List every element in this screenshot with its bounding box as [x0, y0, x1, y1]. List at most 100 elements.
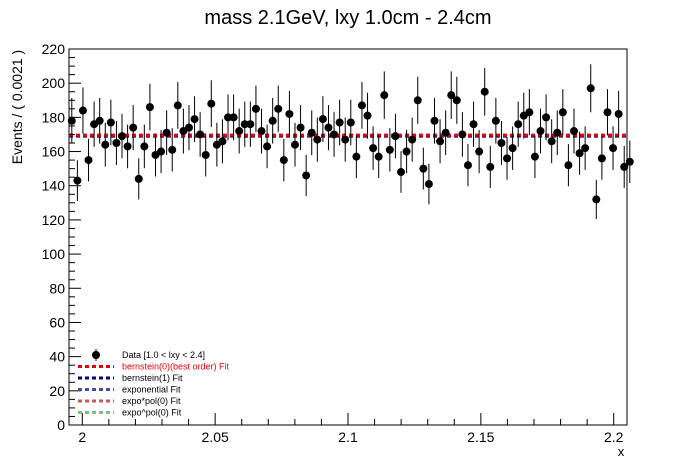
- data-marker: [78, 106, 87, 115]
- data-marker: [196, 130, 205, 139]
- data-marker: [302, 171, 311, 180]
- data-marker: [235, 127, 244, 136]
- data-marker: [547, 137, 556, 146]
- data-point: [285, 90, 294, 138]
- data-marker: [463, 161, 472, 170]
- data-marker: [402, 147, 411, 156]
- data-point: [352, 135, 361, 179]
- data-point: [184, 105, 193, 151]
- data-point: [514, 101, 523, 147]
- x-tick-label: 2.05: [202, 429, 229, 445]
- data-marker: [564, 161, 573, 170]
- data-point: [391, 113, 400, 159]
- data-marker: [134, 174, 143, 183]
- data-point: [123, 124, 132, 169]
- data-point: [609, 126, 618, 170]
- data-marker: [313, 135, 322, 144]
- data-point: [581, 126, 590, 170]
- data-marker: [374, 152, 383, 161]
- data-point: [257, 108, 266, 154]
- data-marker: [240, 120, 249, 129]
- data-point: [357, 82, 366, 129]
- data-point: [263, 124, 272, 169]
- legend-label: expo*pol(0) Fit: [122, 396, 181, 406]
- data-point: [84, 138, 93, 182]
- data-point: [542, 94, 551, 141]
- data-marker: [469, 120, 478, 129]
- data-marker: [413, 96, 422, 105]
- data-point: [592, 179, 601, 220]
- data-point: [397, 151, 406, 193]
- legend-entry: Data [1.0 < lxy < 2.4]: [92, 349, 205, 361]
- legend-entry: expo*pol(0) Fit: [78, 396, 181, 406]
- data-marker: [357, 101, 366, 110]
- data-point: [95, 97, 104, 144]
- data-point: [625, 140, 634, 184]
- data-point: [67, 97, 76, 144]
- data-point: [374, 135, 383, 179]
- data-marker: [475, 147, 484, 156]
- data-point: [380, 71, 389, 119]
- data-point: [112, 121, 121, 165]
- data-point: [463, 144, 472, 187]
- data-marker: [290, 140, 299, 149]
- data-point: [452, 76, 461, 124]
- data-point: [569, 108, 578, 154]
- data-marker: [609, 144, 618, 153]
- data-marker: [168, 145, 177, 154]
- data-marker: [363, 111, 372, 120]
- data-marker: [285, 109, 294, 118]
- data-marker: [620, 162, 629, 171]
- data-marker: [274, 104, 283, 113]
- data-marker: [296, 123, 305, 132]
- data-point: [201, 133, 210, 177]
- data-marker: [184, 123, 193, 132]
- data-point: [290, 122, 299, 167]
- data-point: [620, 145, 629, 188]
- data-marker: [201, 150, 210, 159]
- data-point: [458, 112, 467, 157]
- data-point: [408, 117, 417, 162]
- data-marker: [330, 130, 339, 139]
- data-marker: [346, 118, 355, 127]
- data-marker: [318, 115, 327, 124]
- legend-label: exponential Fit: [122, 385, 181, 395]
- data-point: [330, 112, 339, 157]
- y-axis-label: Events / ( 0.0021 ): [9, 50, 25, 164]
- data-marker: [173, 101, 182, 110]
- data-marker: [525, 108, 534, 117]
- data-point: [413, 76, 422, 124]
- data-point: [491, 97, 500, 144]
- data-marker: [341, 135, 350, 144]
- data-point: [603, 89, 612, 136]
- y-tick-label: 180: [42, 109, 66, 125]
- data-marker: [424, 180, 433, 189]
- data-marker: [224, 113, 233, 122]
- data-marker: [553, 128, 562, 137]
- data-marker: [497, 139, 506, 147]
- y-tick-label: 60: [49, 314, 65, 330]
- data-point: [207, 80, 216, 128]
- data-point: [129, 105, 138, 151]
- data-marker: [625, 157, 634, 166]
- data-marker: [514, 120, 523, 129]
- data-marker: [408, 135, 417, 144]
- y-tick-label: 120: [42, 212, 66, 228]
- data-marker: [279, 156, 288, 165]
- data-point: [508, 126, 517, 170]
- legend-label: bernstein(0)(best order) Fit: [122, 362, 230, 372]
- data-point: [519, 92, 528, 139]
- data-point: [558, 89, 567, 136]
- data-marker: [586, 84, 595, 93]
- data-marker: [73, 176, 82, 185]
- y-tick-label: 140: [42, 178, 66, 194]
- data-point: [335, 99, 344, 146]
- data-marker: [162, 128, 171, 137]
- x-axis-label: x: [618, 444, 625, 459]
- data-point: [503, 137, 512, 180]
- data-marker: [207, 99, 216, 108]
- data-marker: [436, 137, 445, 146]
- data-marker: [480, 87, 489, 96]
- data-point: [196, 112, 205, 157]
- data-point: [162, 110, 171, 156]
